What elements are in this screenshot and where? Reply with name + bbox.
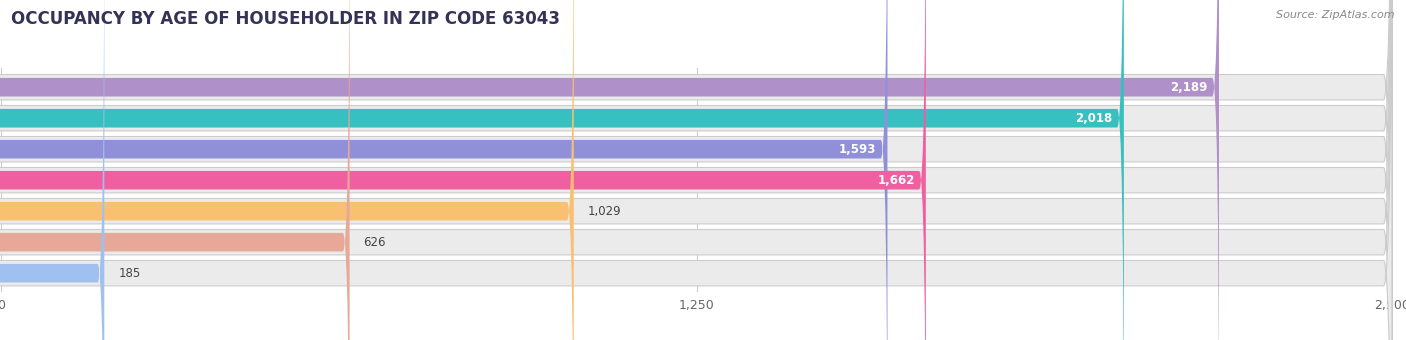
- Text: OCCUPANCY BY AGE OF HOUSEHOLDER IN ZIP CODE 63043: OCCUPANCY BY AGE OF HOUSEHOLDER IN ZIP C…: [11, 10, 560, 28]
- Text: 1,593: 1,593: [839, 143, 876, 156]
- FancyBboxPatch shape: [0, 0, 350, 340]
- Text: 1,662: 1,662: [877, 174, 915, 187]
- FancyBboxPatch shape: [0, 0, 1123, 340]
- FancyBboxPatch shape: [0, 0, 1219, 340]
- Text: 2,189: 2,189: [1170, 81, 1208, 94]
- FancyBboxPatch shape: [0, 0, 104, 340]
- Text: Source: ZipAtlas.com: Source: ZipAtlas.com: [1277, 10, 1395, 20]
- Text: 185: 185: [118, 267, 141, 280]
- Text: 626: 626: [364, 236, 387, 249]
- FancyBboxPatch shape: [0, 0, 925, 340]
- Text: 1,029: 1,029: [588, 205, 621, 218]
- FancyBboxPatch shape: [0, 0, 574, 340]
- FancyBboxPatch shape: [0, 0, 887, 340]
- Text: 2,018: 2,018: [1076, 112, 1112, 125]
